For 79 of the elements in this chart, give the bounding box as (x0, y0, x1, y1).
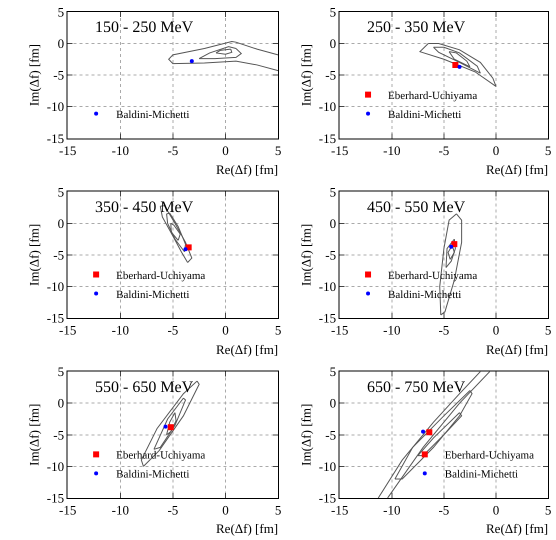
x-tick-label: -5 (438, 322, 450, 338)
x-axis-title: Re(Δf) [fm] (486, 521, 548, 536)
x-tick-label: 5 (274, 322, 282, 338)
x-axis-title: Re(Δf) [fm] (486, 162, 548, 177)
y-tick-label: 5 (58, 4, 64, 20)
text: 450 - 550 MeV (367, 199, 466, 216)
y-axis-title: Im(Δf) [fm] (298, 404, 314, 466)
x-tick-label: -10 (383, 142, 400, 158)
y-tick-label: -5 (325, 68, 336, 83)
x-tick-label: 5 (274, 502, 282, 518)
y-tick-label: -15 (46, 490, 64, 506)
x-tick-label: -10 (112, 142, 129, 158)
y-axis-title: Im(Δf) [fm] (298, 224, 314, 286)
x-tick-label: 0 (222, 502, 229, 518)
y-tick-label: 0 (58, 216, 64, 231)
y-tick-label: 0 (330, 216, 336, 231)
y-tick-label: -5 (325, 427, 336, 442)
x-tick-label: -10 (112, 502, 129, 518)
legend-label: Baldini-Michetti (116, 288, 190, 301)
x-tick-label: 0 (492, 142, 500, 158)
x-axis-title: Re(Δf) [fm] (486, 342, 548, 357)
x-tick-label: 0 (492, 322, 500, 338)
y-axis-title: Im(Δf) [fm] (26, 404, 42, 466)
y-tick-label: -15 (46, 310, 64, 326)
y-tick-label: -15 (318, 490, 336, 506)
y-tick-label: 5 (330, 4, 336, 20)
y-tick-label: -15 (46, 130, 64, 146)
y-tick-label: 0 (330, 36, 336, 52)
y-tick-label: 5 (330, 184, 336, 200)
y-tick-label: 5 (58, 364, 64, 380)
x-tick-label: -5 (167, 322, 178, 338)
x-tick-label: 0 (492, 502, 500, 518)
legend-label: Baldini-Michetti (444, 468, 518, 481)
y-tick-label: 0 (58, 36, 64, 52)
y-axis-title: Im(Δf) [fm] (26, 224, 42, 286)
legend-label: Baldini-Michetti (116, 108, 190, 121)
legend-label: Eberhard-Uchiyama (444, 450, 534, 462)
y-tick-label: -10 (318, 99, 336, 114)
legend-label: Eberhard-Uchiyama (116, 270, 206, 282)
legend-label: Baldini-Michetti (116, 468, 190, 481)
legend-label: Eberhard-Uchiyama (388, 90, 478, 102)
x-axis-title: Re(Δf) [fm] (216, 342, 278, 357)
y-tick-label: -5 (325, 247, 336, 262)
y-tick-label: -10 (46, 279, 64, 294)
y-tick-label: -5 (53, 247, 64, 262)
x-tick-label: 5 (544, 502, 552, 518)
x-tick-label: 5 (274, 142, 282, 158)
y-tick-label: -15 (318, 310, 336, 326)
y-tick-label: 5 (58, 184, 64, 200)
y-tick-label: -10 (318, 458, 336, 474)
y-tick-label: -10 (46, 99, 64, 114)
y-tick-label: -5 (53, 68, 64, 83)
x-axis-title: Re(Δf) [fm] (216, 162, 278, 177)
legend-label: Baldini-Michetti (388, 108, 462, 121)
text: 150 - 250 MeV (95, 19, 194, 36)
x-tick-label: 0 (222, 142, 229, 158)
x-tick-label: -5 (438, 142, 450, 158)
y-tick-label: 5 (330, 364, 336, 380)
x-tick-label: 5 (544, 322, 552, 338)
text: 350 - 450 MeV (95, 199, 194, 216)
y-tick-label: -15 (318, 130, 336, 146)
y-axis-title: Im(Δf) [fm] (298, 44, 314, 106)
y-tick-label: 0 (58, 396, 64, 411)
text: 650 - 750 MeV (367, 379, 466, 396)
x-tick-label: 5 (544, 142, 552, 158)
x-tick-label: -5 (438, 502, 450, 518)
x-tick-label: -10 (383, 502, 400, 518)
x-tick-label: -5 (167, 502, 178, 518)
y-tick-label: -10 (46, 458, 64, 474)
x-tick-label: -10 (383, 322, 400, 338)
y-tick-label: -5 (53, 427, 64, 442)
x-tick-label: -10 (112, 322, 129, 338)
x-tick-label: 0 (222, 322, 229, 338)
y-axis-title: Im(Δf) [fm] (26, 44, 42, 106)
y-tick-label: 0 (330, 396, 336, 411)
y-tick-label: -10 (318, 279, 336, 294)
text: 250 - 350 MeV (367, 19, 466, 36)
x-tick-label: -5 (167, 142, 178, 158)
x-axis-title: Re(Δf) [fm] (216, 521, 278, 536)
